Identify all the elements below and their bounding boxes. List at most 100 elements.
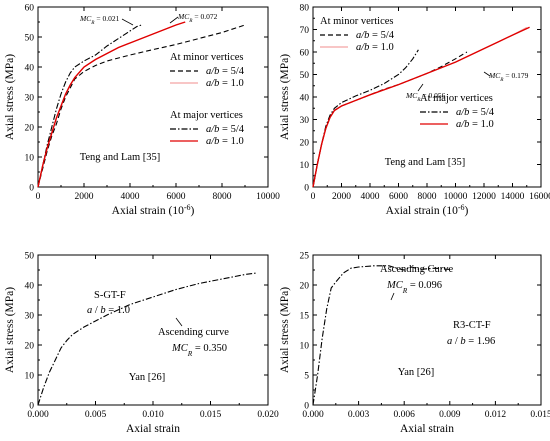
y-tick-label: 20: [300, 282, 310, 292]
y-tick-label: 20: [25, 342, 35, 352]
x-tick-label: 8000: [418, 192, 437, 202]
y-tick-label: 5: [304, 372, 309, 382]
legend-group-1: At minor vertices a/b = 5/4a/b = 1.0: [320, 16, 395, 53]
source-label: Teng and Lam [35]: [80, 152, 161, 163]
x-tick-label: 8000: [213, 192, 232, 202]
y-tick-label: 20: [25, 124, 35, 134]
x-tick-label: 0.005: [85, 410, 107, 420]
source-label: Yan [26]: [129, 372, 166, 383]
legend-label: a/b = 5/4: [206, 66, 245, 77]
y-tick-label: 0: [304, 402, 309, 412]
x-tick-label: 0.009: [439, 410, 461, 420]
x-tick-label: 6000: [167, 192, 186, 202]
chart-panel-1: 0 2000 4000 6000 8000 10000 0 10 20 30 40 50 60 Axial…: [4, 4, 280, 218]
x-tick-label: 0.020: [257, 410, 279, 420]
x-axis-label: Axial strain (10-6): [386, 203, 469, 218]
chart-panel-3: 0.000 0.005 0.010 0.015 0.020 0 10 20 30 40 50 Axia…: [4, 252, 279, 436]
annotation-leader: [483, 71, 491, 77]
aspect-ratio-label: a / b = 1.96: [447, 336, 495, 347]
series-line-3: [37, 24, 142, 188]
legend-label: a/b = 1.0: [206, 136, 244, 147]
mc-annotation: MCR = 0.072: [177, 12, 218, 24]
legend-label: a/b = 1.0: [356, 42, 394, 53]
legend-group-2: At major vertices a/b = 5/4a/b = 1.0: [420, 93, 495, 130]
y-axis-label: Axial stress (MPa): [4, 287, 16, 373]
chart-panel-4: 0.000 0.003 0.006 0.009 0.012 0.015 0 5 10 15 20 25…: [279, 252, 550, 436]
x-tick-label: 2000: [332, 192, 351, 202]
y-tick-label: 10: [300, 342, 310, 352]
source-label: Teng and Lam [35]: [385, 157, 466, 168]
mc-annotation: MCR = 0.021: [79, 14, 120, 26]
x-tick-label: 4000: [361, 192, 380, 202]
x-tick-label: 0: [311, 192, 316, 202]
y-tick-label: 50: [25, 34, 35, 44]
annotation-leader: [417, 83, 424, 92]
x-tick-label: 0: [36, 192, 41, 202]
x-tick-label: 0.010: [142, 410, 164, 420]
x-axis-label: Axial strain: [126, 423, 180, 435]
y-tick-label: 40: [25, 64, 35, 74]
y-tick-label: 50: [25, 252, 35, 262]
legend-label: a/b = 5/4: [356, 30, 395, 41]
series-line-1: [312, 265, 450, 406]
annotation-leader: [175, 317, 183, 327]
y-tick-label: 40: [25, 282, 35, 292]
annotation-leader: [390, 292, 395, 301]
y-tick-label: 20: [300, 139, 310, 149]
plot-frame: [312, 254, 542, 406]
aspect-ratio-label: a / b = 1.0: [87, 305, 130, 316]
y-tick-label: 0: [29, 184, 34, 194]
legend-label: a/b = 5/4: [456, 107, 495, 118]
source-label: Yan [26]: [398, 367, 435, 378]
x-tick-label: 0.000: [302, 410, 324, 420]
y-axis-label: Axial stress (MPa): [279, 54, 291, 140]
mc-annotation: MCR = 0.056: [405, 91, 446, 103]
y-tick-label: 50: [300, 71, 310, 81]
y-tick-label: 30: [25, 94, 35, 104]
annotation-leader: [121, 18, 134, 26]
x-tick-label: 10000: [444, 192, 468, 202]
y-tick-label: 80: [300, 4, 310, 14]
x-tick-label: 0.006: [394, 410, 416, 420]
legend-label: a/b = 1.0: [206, 78, 244, 89]
y-tick-label: 0: [29, 402, 34, 412]
y-tick-label: 70: [300, 26, 310, 36]
legend-title: At major vertices: [170, 110, 243, 121]
y-tick-label: 10: [300, 161, 310, 171]
y-tick-label: 60: [300, 49, 310, 59]
y-tick-label: 25: [300, 252, 310, 262]
y-tick-label: 10: [25, 154, 35, 164]
legend-title: At minor vertices: [170, 52, 243, 63]
legend-title: At major vertices: [420, 93, 493, 104]
y-axis-label: Axial stress (MPa): [4, 54, 16, 140]
y-axis-label: Axial stress (MPa): [279, 287, 291, 373]
y-tick-label: 0: [304, 184, 309, 194]
series-line-1: [37, 24, 246, 188]
legend-label: a/b = 5/4: [206, 124, 245, 135]
legend-group-1: At minor vertices a/b = 5/4a/b = 1.0: [170, 52, 245, 89]
y-tick-label: 40: [300, 94, 310, 104]
y-tick-label: 60: [25, 4, 35, 14]
specimen-label: S-GT-F: [94, 290, 126, 301]
x-tick-label: 14000: [501, 192, 525, 202]
mc-annotation: MCR = 0.179: [488, 71, 529, 83]
series-line-1: [37, 272, 257, 406]
x-tick-label: 12000: [472, 192, 496, 202]
x-tick-label: 0.000: [27, 410, 49, 420]
x-tick-label: 10000: [256, 192, 280, 202]
curve-label: Ascending Curve: [380, 264, 454, 275]
specimen-label: R3-CT-F: [453, 320, 491, 331]
legend-label: a/b = 1.0: [456, 119, 494, 130]
x-axis-label: Axial strain: [400, 423, 454, 435]
x-tick-label: 0.015: [530, 410, 550, 420]
legend-group-2: At major vertices a/b = 5/4a/b = 1.0: [170, 110, 245, 147]
mc-annotation: MCR = 0.096: [386, 280, 442, 295]
annotation-leader: [169, 16, 179, 24]
y-tick-label: 10: [25, 372, 35, 382]
y-tick-label: 15: [300, 312, 310, 322]
mc-annotation: MCR = 0.350: [171, 343, 227, 358]
x-tick-label: 0.003: [348, 410, 370, 420]
